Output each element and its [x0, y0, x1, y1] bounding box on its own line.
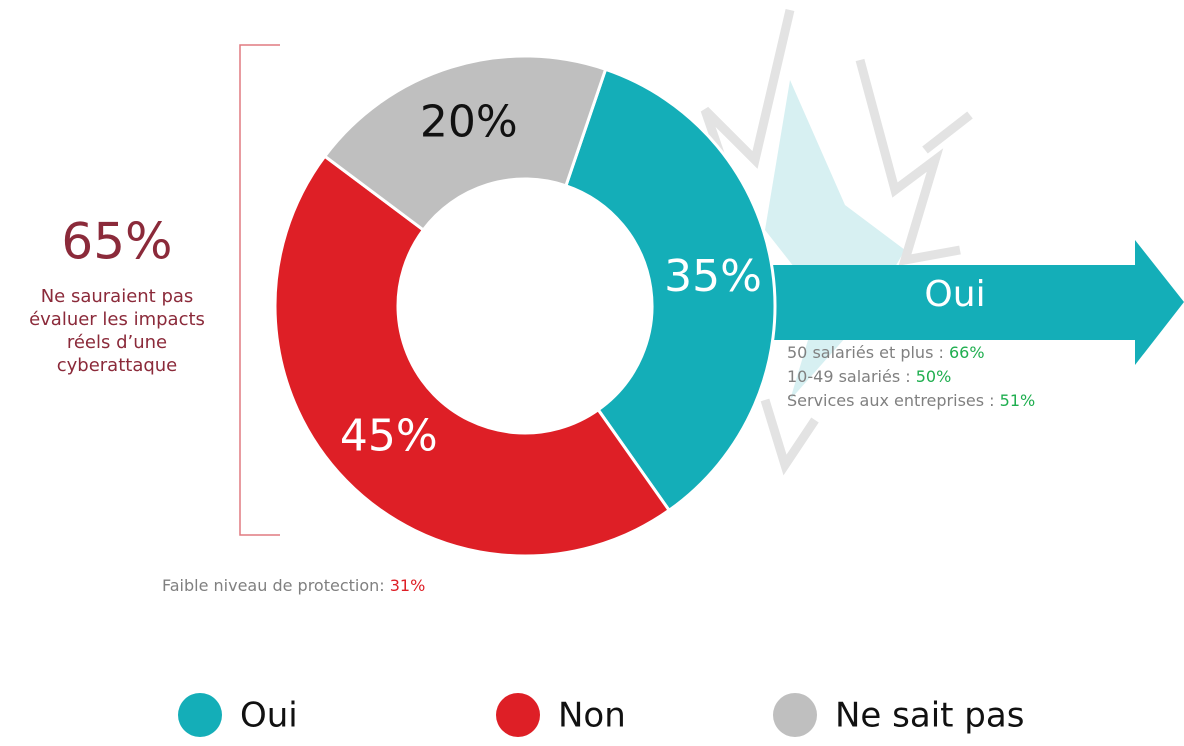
legend-label: Ne sait pas: [835, 696, 1024, 736]
footnote: Faible niveau de protection: 31%: [162, 576, 425, 595]
detail: 50 salariés et plus : 66%: [787, 343, 985, 362]
callout-line: réels d’une: [67, 332, 167, 353]
detail: Services aux entreprises : 51%: [787, 391, 1035, 410]
legend-swatch: [773, 693, 817, 737]
lightning-stroke: [922, 111, 973, 154]
lightning-stroke: [760, 398, 819, 476]
lightning-fill: [765, 80, 905, 400]
arrow: [770, 240, 1184, 365]
bracket: [239, 44, 280, 536]
donut-segment: [322, 54, 608, 233]
value-label: 35%: [664, 251, 762, 302]
callout-line: cyberattaque: [57, 355, 178, 376]
detail-label: Services aux entreprises :: [787, 391, 1000, 410]
detail-label: 50 salariés et plus :: [787, 343, 949, 362]
detail-value: 50%: [916, 367, 952, 386]
detail-value: 51%: [1000, 391, 1036, 410]
legend: Oui Non Ne sait pas: [178, 693, 1024, 737]
detail-label: 10-49 salariés :: [787, 367, 916, 386]
detail-value: 66%: [949, 343, 985, 362]
donut-segment: [564, 67, 777, 513]
details: 50 salariés et plus : 66% 10-49 salariés …: [787, 343, 1035, 410]
callout-value: 65%: [61, 213, 172, 271]
callout-line: évaluer les impacts: [29, 309, 205, 330]
callout-line: Ne sauraient pas: [41, 286, 194, 307]
lightning-stroke: [855, 58, 961, 266]
legend-swatch: [496, 693, 540, 737]
legend-swatch: [178, 693, 222, 737]
footnote-value: 31%: [390, 576, 426, 595]
donut-segment: [273, 154, 672, 558]
value-label: 45%: [340, 410, 438, 461]
donut: 35% 45% 20%: [273, 54, 777, 558]
value-label: 20%: [420, 96, 518, 147]
detail: 10-49 salariés : 50%: [787, 367, 951, 386]
footnote-label: Faible niveau de protection:: [162, 576, 390, 595]
legend-label: Non: [558, 696, 626, 736]
legend-label: Oui: [240, 696, 298, 736]
arrow-label: Oui: [924, 274, 985, 315]
lightning-decoration: [700, 8, 973, 476]
